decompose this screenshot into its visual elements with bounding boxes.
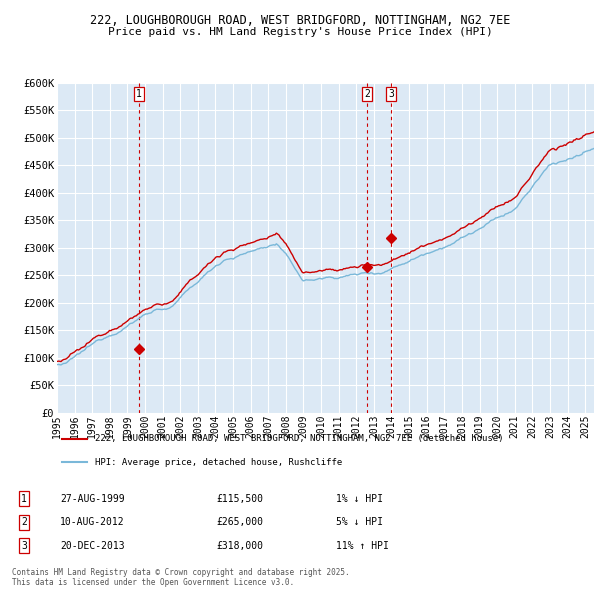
- Text: £265,000: £265,000: [216, 517, 263, 527]
- Text: 222, LOUGHBOROUGH ROAD, WEST BRIDGFORD, NOTTINGHAM, NG2 7EE (detached house): 222, LOUGHBOROUGH ROAD, WEST BRIDGFORD, …: [95, 434, 503, 443]
- Text: Price paid vs. HM Land Registry's House Price Index (HPI): Price paid vs. HM Land Registry's House …: [107, 28, 493, 37]
- Text: 2: 2: [364, 89, 370, 99]
- Text: 5% ↓ HPI: 5% ↓ HPI: [336, 517, 383, 527]
- Text: 20-DEC-2013: 20-DEC-2013: [60, 541, 125, 550]
- Text: 1: 1: [21, 494, 27, 503]
- Text: 3: 3: [388, 89, 394, 99]
- Text: £318,000: £318,000: [216, 541, 263, 550]
- Text: 1: 1: [136, 89, 142, 99]
- Text: 11% ↑ HPI: 11% ↑ HPI: [336, 541, 389, 550]
- Text: 3: 3: [21, 541, 27, 550]
- Text: HPI: Average price, detached house, Rushcliffe: HPI: Average price, detached house, Rush…: [95, 458, 342, 467]
- Text: 27-AUG-1999: 27-AUG-1999: [60, 494, 125, 503]
- Text: 1% ↓ HPI: 1% ↓ HPI: [336, 494, 383, 503]
- Text: £115,500: £115,500: [216, 494, 263, 503]
- Text: Contains HM Land Registry data © Crown copyright and database right 2025.
This d: Contains HM Land Registry data © Crown c…: [12, 568, 350, 587]
- Text: 10-AUG-2012: 10-AUG-2012: [60, 517, 125, 527]
- Text: 2: 2: [21, 517, 27, 527]
- Text: 222, LOUGHBOROUGH ROAD, WEST BRIDGFORD, NOTTINGHAM, NG2 7EE: 222, LOUGHBOROUGH ROAD, WEST BRIDGFORD, …: [90, 14, 510, 27]
